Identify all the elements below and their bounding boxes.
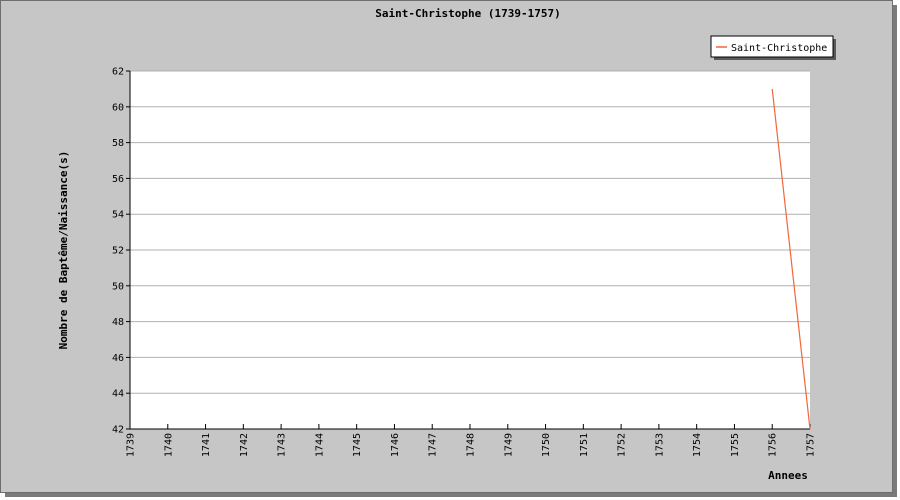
x-tick-label: 1752 xyxy=(617,433,628,457)
y-tick-label: 44 xyxy=(112,389,124,400)
x-tick-label: 1740 xyxy=(163,433,174,457)
x-axis-label: Annees xyxy=(768,469,808,482)
x-tick-label: 1739 xyxy=(126,433,137,457)
x-tick-label: 1751 xyxy=(579,433,590,457)
x-tick-label: 1743 xyxy=(277,433,288,457)
grid xyxy=(130,70,810,394)
legend-box xyxy=(710,35,834,58)
legend-label: Saint-Christophe xyxy=(731,43,827,54)
x-tick-label: 1748 xyxy=(466,433,477,457)
y-tick-label: 50 xyxy=(112,281,124,292)
y-axis-label: Nombre de Baptême/Naissance(s) xyxy=(57,151,70,350)
x-tick-label: 1757 xyxy=(806,433,817,457)
legend: Saint-Christophe xyxy=(710,35,836,60)
x-tick-label: 1745 xyxy=(352,433,363,457)
x-tick-label: 1749 xyxy=(503,433,514,457)
y-tick-label: 56 xyxy=(112,174,124,185)
x-tick-label: 1754 xyxy=(692,433,703,457)
x-tick-label: 1744 xyxy=(314,433,325,457)
series-layer xyxy=(771,88,811,430)
y-axis: 42 44 46 48 50 52 54 56 58 60 62 xyxy=(112,67,131,436)
x-tick-label: 1746 xyxy=(390,433,401,457)
x-tick-label: 1750 xyxy=(541,433,552,457)
y-tick-label: 52 xyxy=(112,246,124,257)
x-tick-label: 1756 xyxy=(768,433,779,457)
y-tick-label: 62 xyxy=(112,67,124,78)
x-axis: 1739 1740 1741 1742 1743 1744 1745 1746 1747 1748… xyxy=(126,424,817,457)
x-tick-label: 1755 xyxy=(730,433,741,457)
y-tick-label: 58 xyxy=(112,138,124,149)
chart-title: Saint-Christophe (1739-1757) xyxy=(375,7,560,20)
x-tick-label: 1742 xyxy=(239,433,250,457)
y-tick-label: 42 xyxy=(112,425,124,436)
x-tick-label: 1753 xyxy=(654,433,665,457)
y-tick-label: 46 xyxy=(112,353,124,364)
y-tick-label: 60 xyxy=(112,102,124,113)
y-tick-label: 48 xyxy=(112,317,124,328)
x-tick-label: 1741 xyxy=(201,433,212,457)
x-tick-label: 1747 xyxy=(428,433,439,457)
y-tick-label: 54 xyxy=(112,210,124,221)
series-line xyxy=(771,88,811,430)
